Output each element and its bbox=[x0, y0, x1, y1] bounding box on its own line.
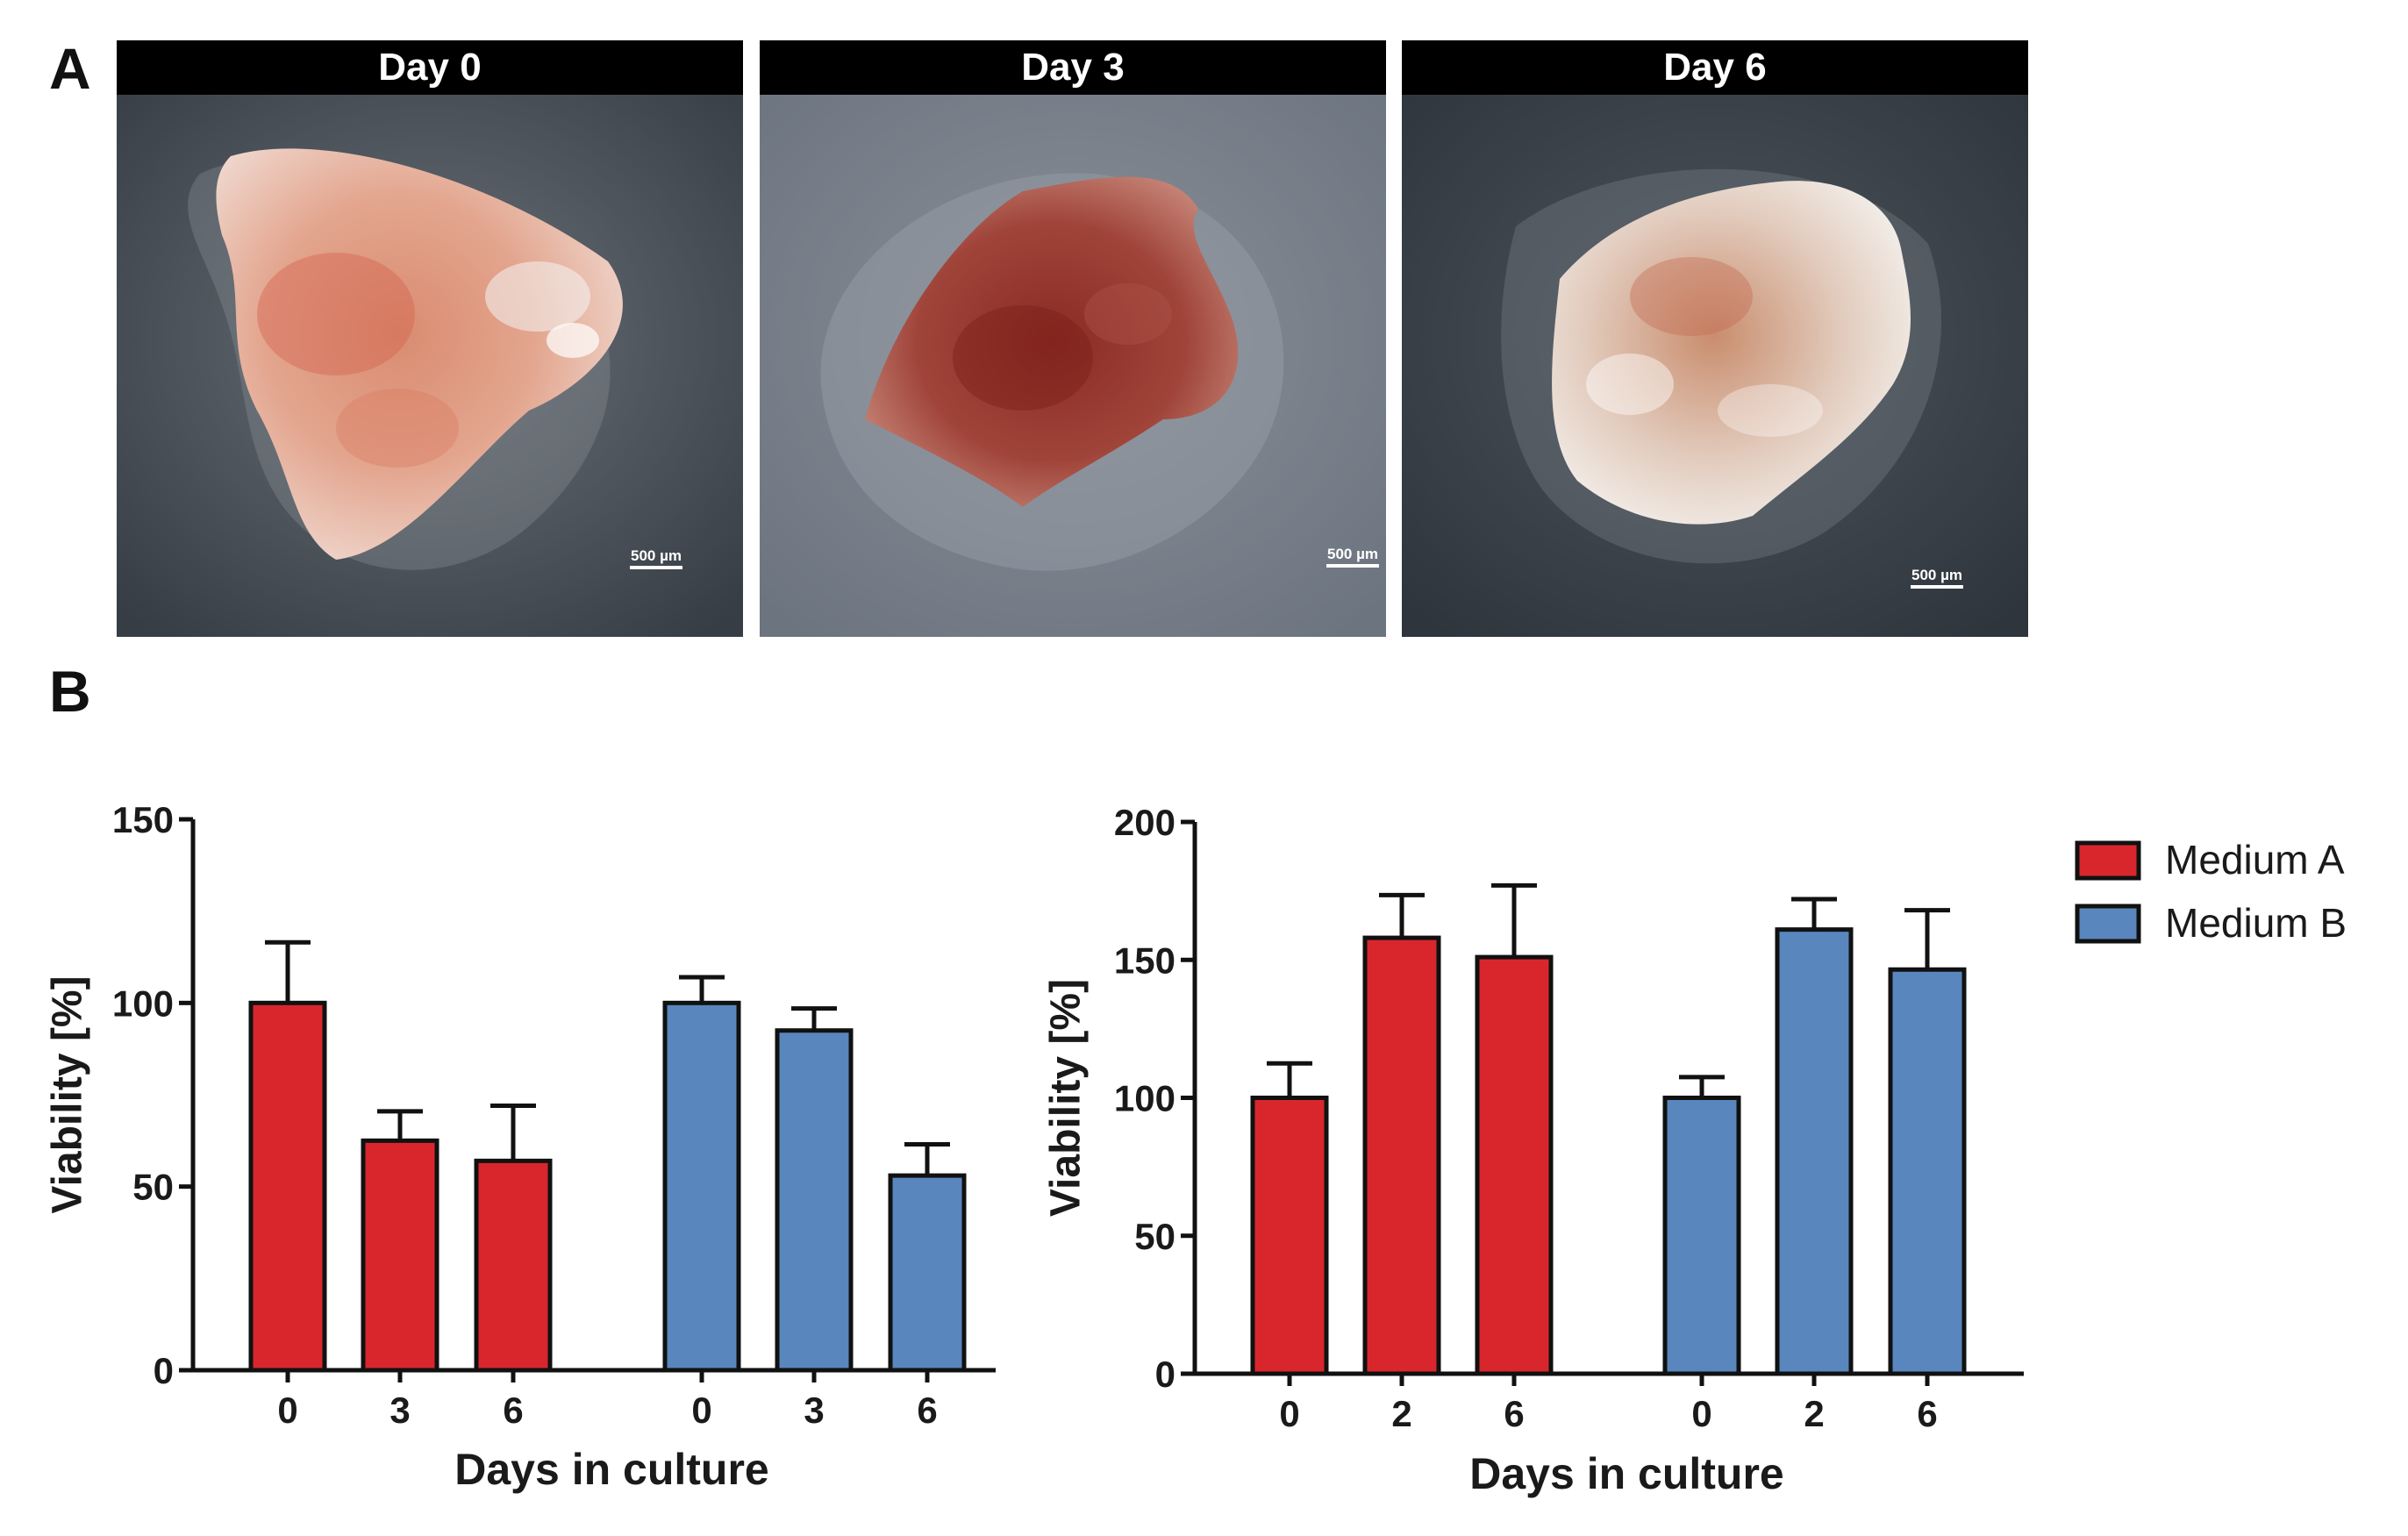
tissue-photo-day-0 bbox=[117, 95, 743, 637]
image-title: Day 3 bbox=[760, 40, 1386, 95]
x-tick-label: 0 bbox=[691, 1390, 711, 1431]
y-tick-label: 100 bbox=[1114, 1078, 1175, 1119]
x-tick-label: 6 bbox=[1504, 1393, 1524, 1434]
legend-swatch bbox=[2075, 840, 2141, 881]
image-title: Day 0 bbox=[117, 40, 743, 95]
y-axis-label: Viability [%] bbox=[1043, 979, 1090, 1217]
scale-bar: 500 µm bbox=[1911, 567, 1963, 589]
bar bbox=[1775, 927, 1854, 1376]
panel-label-b: B bbox=[49, 659, 91, 724]
bar bbox=[1250, 1096, 1329, 1376]
image-panel-day-0: Day 0 500 µm bbox=[117, 40, 743, 637]
image-title: Day 6 bbox=[1402, 40, 2028, 95]
bar bbox=[888, 1173, 967, 1373]
y-tick-label: 0 bbox=[154, 1350, 174, 1391]
y-tick-label: 150 bbox=[112, 799, 174, 840]
panel-label-a: A bbox=[49, 36, 91, 101]
legend-swatch bbox=[2075, 904, 2141, 944]
x-tick-label: 2 bbox=[1804, 1393, 1824, 1434]
bar bbox=[1888, 967, 1967, 1376]
bar bbox=[474, 1158, 553, 1373]
bar bbox=[361, 1138, 439, 1373]
y-axis-label: Viability [%] bbox=[45, 975, 91, 1213]
y-tick-label: 200 bbox=[1114, 802, 1175, 843]
x-tick-label: 0 bbox=[277, 1390, 297, 1431]
x-axis-label: Days in culture bbox=[1469, 1449, 1783, 1498]
x-tick-label: 6 bbox=[917, 1390, 937, 1431]
x-tick-label: 6 bbox=[1917, 1393, 1937, 1434]
y-tick-label: 50 bbox=[1134, 1216, 1175, 1257]
y-tick-label: 0 bbox=[1155, 1354, 1175, 1395]
image-panel-day-3: Day 3 500 µm bbox=[760, 40, 1386, 637]
x-axis-label: Days in culture bbox=[454, 1445, 768, 1494]
x-tick-label: 0 bbox=[1691, 1393, 1711, 1434]
y-tick-label: 100 bbox=[112, 982, 174, 1024]
bar bbox=[248, 1000, 327, 1373]
x-tick-label: 3 bbox=[804, 1390, 824, 1431]
y-tick-label: 50 bbox=[132, 1167, 174, 1208]
scale-bar: 500 µm bbox=[1326, 546, 1379, 568]
x-tick-label: 3 bbox=[389, 1390, 410, 1431]
legend-label: Medium B bbox=[2165, 900, 2347, 946]
bar bbox=[1662, 1096, 1741, 1376]
x-tick-label: 2 bbox=[1391, 1393, 1411, 1434]
scale-bar: 500 µm bbox=[630, 547, 682, 569]
bar bbox=[1362, 935, 1441, 1376]
scale-bar-label: 500 µm bbox=[1327, 546, 1378, 562]
y-tick-label: 150 bbox=[1114, 939, 1175, 981]
image-panel-day-6: Day 6 500 µm bbox=[1402, 40, 2028, 637]
scale-bar-label: 500 µm bbox=[631, 547, 682, 564]
bar bbox=[1475, 954, 1554, 1376]
scale-bar-label: 500 µm bbox=[1911, 567, 1962, 583]
x-tick-label: 6 bbox=[503, 1390, 523, 1431]
bar bbox=[775, 1028, 854, 1373]
bar bbox=[662, 1000, 741, 1373]
x-tick-label: 0 bbox=[1279, 1393, 1299, 1434]
legend-label: Medium A bbox=[2165, 837, 2345, 882]
tissue-photo-day-3 bbox=[760, 95, 1386, 637]
tissue-photo-day-6 bbox=[1402, 95, 2028, 637]
